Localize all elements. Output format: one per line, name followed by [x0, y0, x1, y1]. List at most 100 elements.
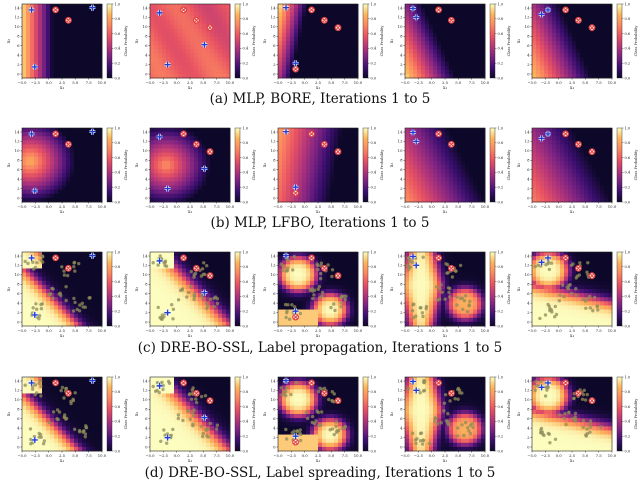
- y-axis-label: x₂: [7, 39, 12, 44]
- x-axis-label: x₁: [570, 86, 575, 91]
- unlabeled-point: [548, 441, 552, 445]
- colorbar-tick-label: 1.0: [498, 375, 504, 379]
- x-tick-label: −2.5: [31, 80, 41, 85]
- y-tick-label: 12: [398, 263, 403, 268]
- colorbar-tick-label: 1.0: [371, 250, 377, 254]
- unlabeled-point: [156, 305, 160, 310]
- query-marker: [164, 185, 171, 192]
- observation-cross: [436, 380, 441, 385]
- panel-r2-c3: −5.0 −2.5 0.0 2.5 5.0 7.5 10.0 x₁ 14 12 10 8 6 4 2 0 x₂ 1…: [263, 126, 384, 215]
- colorbar-label: Class Probability: [507, 273, 511, 305]
- x-axis-label: x₁: [60, 86, 65, 91]
- unlabeled-point: [316, 267, 320, 272]
- query-marker: [410, 5, 416, 12]
- y-tick-label: 14: [15, 5, 20, 10]
- y-tick-label: 0: [17, 444, 20, 449]
- unlabeled-point: [421, 314, 425, 319]
- unlabeled-point: [194, 400, 199, 405]
- x-tick-label: 0.0: [429, 328, 436, 333]
- y-tick-label: 10: [15, 148, 20, 153]
- unlabeled-point: [71, 398, 76, 403]
- y-tick-label: 0: [273, 71, 276, 76]
- x-tick-label: 0.0: [556, 328, 563, 333]
- colorbar-tick-label: 0.2: [115, 62, 121, 66]
- y-tick-label: 4: [400, 52, 403, 57]
- unlabeled-point: [586, 261, 590, 265]
- y-tick-label: 10: [271, 397, 276, 402]
- y-tick-label: 2: [17, 310, 20, 315]
- x-tick-label: 10.0: [226, 453, 235, 458]
- x-tick-label: −2.5: [541, 204, 551, 209]
- unlabeled-point: [411, 303, 415, 307]
- unlabeled-point: [157, 390, 161, 395]
- colorbar-tick-label: 0.0: [115, 324, 121, 328]
- colorbar-tick-label: 0.4: [371, 420, 377, 424]
- unlabeled-point: [427, 441, 432, 446]
- x-tick-label: −2.5: [287, 453, 297, 458]
- colorbar-tick-label: 0.6: [625, 32, 631, 36]
- panel-r2-c1: −5.0 −2.5 0.0 2.5 5.0 7.5 10.0 x₁ 14 12 10 8 6 4 2 0 x₂ 1…: [7, 126, 128, 215]
- query-marker: [89, 252, 96, 259]
- unlabeled-point: [574, 293, 579, 297]
- unlabeled-point: [319, 423, 323, 427]
- x-tick-label: 10.0: [226, 204, 235, 209]
- x-axis-label: x₁: [316, 334, 321, 339]
- colorbar-tick-label: 0.0: [371, 449, 377, 453]
- y-tick-label: 2: [145, 186, 148, 191]
- unlabeled-point: [438, 297, 442, 301]
- unlabeled-point: [421, 255, 425, 259]
- unlabeled-point: [316, 287, 320, 291]
- unlabeled-point: [312, 293, 316, 297]
- unlabeled-point: [35, 307, 39, 311]
- colorbar-tick-label: 0.4: [371, 295, 377, 299]
- y-tick-label: 4: [527, 300, 530, 305]
- unlabeled-point: [185, 295, 189, 299]
- x-axis-label: x₁: [570, 459, 575, 464]
- unlabeled-point: [281, 268, 285, 272]
- unlabeled-point: [51, 287, 55, 291]
- x-axis-label: x₁: [316, 210, 321, 215]
- x-tick-label: −2.5: [541, 80, 551, 85]
- unlabeled-point: [549, 308, 554, 312]
- x-tick-label: −2.5: [287, 204, 297, 209]
- unlabeled-point: [328, 428, 332, 432]
- x-axis-label: x₁: [316, 86, 321, 91]
- unlabeled-point: [163, 263, 167, 268]
- colorbar-tick-label: 0.2: [243, 62, 249, 66]
- observation-cross: [576, 391, 581, 396]
- unlabeled-point: [332, 302, 336, 306]
- unlabeled-point: [295, 429, 299, 434]
- unlabeled-point: [547, 267, 552, 272]
- y-tick-label: 4: [273, 425, 276, 430]
- colorbar-tick-label: 0.8: [625, 141, 631, 145]
- unlabeled-point: [569, 291, 574, 296]
- y-tick-label: 0: [273, 444, 276, 449]
- x-tick-label: 7.5: [596, 80, 603, 85]
- unlabeled-point: [40, 302, 44, 306]
- colorbar-tick-label: 0.6: [243, 32, 249, 36]
- colorbar-tick-label: 0.6: [243, 280, 249, 284]
- unlabeled-point: [55, 417, 59, 421]
- unlabeled-point: [311, 296, 315, 301]
- unlabeled-point: [292, 254, 296, 259]
- unlabeled-point: [468, 431, 473, 436]
- colorbar-tick-label: 0.2: [243, 186, 249, 190]
- unlabeled-point: [562, 416, 566, 421]
- panel-r1-c5: −5.0 −2.5 0.0 2.5 5.0 7.5 10.0 x₁ 14 12 10 8 6 4 2 0 x₂ 1…: [517, 2, 638, 91]
- x-axis-label: x₁: [443, 210, 448, 215]
- unlabeled-point: [543, 394, 548, 398]
- colorbar-tick-label: 0.6: [498, 156, 504, 160]
- unlabeled-point: [462, 433, 466, 438]
- y-tick-label: 6: [527, 43, 530, 48]
- colorbar-tick-label: 0.8: [371, 265, 377, 269]
- unlabeled-point: [57, 410, 62, 414]
- unlabeled-point: [420, 311, 425, 315]
- x-axis-label: x₁: [570, 334, 575, 339]
- x-tick-label: 7.5: [596, 204, 603, 209]
- y-tick-label: 0: [527, 195, 530, 200]
- observation-cross: [293, 67, 298, 72]
- unlabeled-point: [330, 268, 335, 272]
- y-tick-label: 10: [398, 272, 403, 277]
- y-tick-label: 0: [17, 319, 20, 324]
- panel-r4-c3: −5.0 −2.5 0.0 2.5 5.0 7.5 10.0 x₁ 14 12 10 8 6 4 2 0 x₂ 1…: [263, 375, 384, 464]
